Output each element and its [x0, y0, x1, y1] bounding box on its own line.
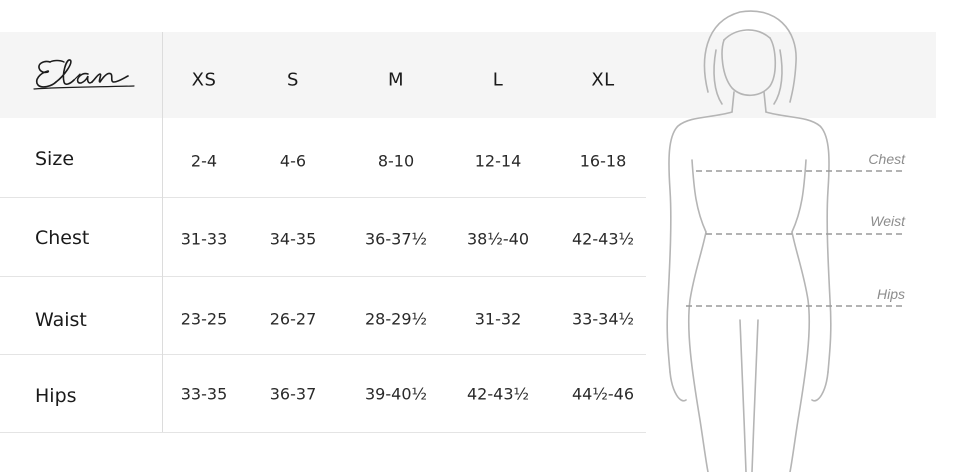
table-cell: 8-10 — [377, 151, 415, 171]
table-cell: 38½-40 — [467, 229, 529, 249]
table-cell: 39-40½ — [365, 384, 427, 404]
table-cell: 33-35 — [180, 384, 228, 404]
table-cell: 4-6 — [279, 151, 307, 171]
size-header-m: M — [387, 69, 405, 91]
row-label-hips: Hips — [35, 385, 77, 407]
table-cell: 44½-46 — [572, 384, 634, 404]
size-header-xl: XL — [591, 69, 615, 91]
row-label-chest: Chest — [35, 227, 90, 249]
table-cell: 31-32 — [474, 309, 522, 329]
chest-measure-label: Chest — [868, 151, 905, 167]
body-silhouette-illustration — [666, 10, 904, 472]
size-header-l: L — [492, 69, 504, 91]
table-cell: 34-35 — [269, 229, 317, 249]
row-label-size: Size — [35, 148, 75, 170]
table-cell: 36-37 — [269, 384, 317, 404]
column-divider — [162, 32, 163, 432]
table-cell: 2-4 — [190, 151, 218, 171]
table-cell: 42-43½ — [572, 229, 634, 249]
table-cell: 42-43½ — [467, 384, 529, 404]
row-divider — [0, 197, 646, 198]
row-label-waist: Waist — [35, 309, 87, 331]
table-cell: 23-25 — [180, 309, 228, 329]
row-divider — [0, 276, 646, 277]
waist-measure-label: Weist — [870, 213, 905, 229]
brand-logo — [33, 59, 135, 90]
table-cell: 31-33 — [180, 229, 228, 249]
size-header-s: S — [287, 69, 299, 91]
hips-measure-label: Hips — [876, 286, 905, 302]
table-cell: 12-14 — [474, 151, 522, 171]
table-cell: 16-18 — [579, 151, 627, 171]
header-band — [0, 32, 936, 118]
row-divider — [0, 432, 646, 433]
table-cell: 28-29½ — [365, 309, 427, 329]
table-cell: 36-37½ — [365, 229, 427, 249]
row-divider — [0, 354, 646, 355]
table-cell: 26-27 — [269, 309, 317, 329]
table-cell: 33-34½ — [572, 309, 634, 329]
size-header-xs: XS — [191, 69, 217, 91]
